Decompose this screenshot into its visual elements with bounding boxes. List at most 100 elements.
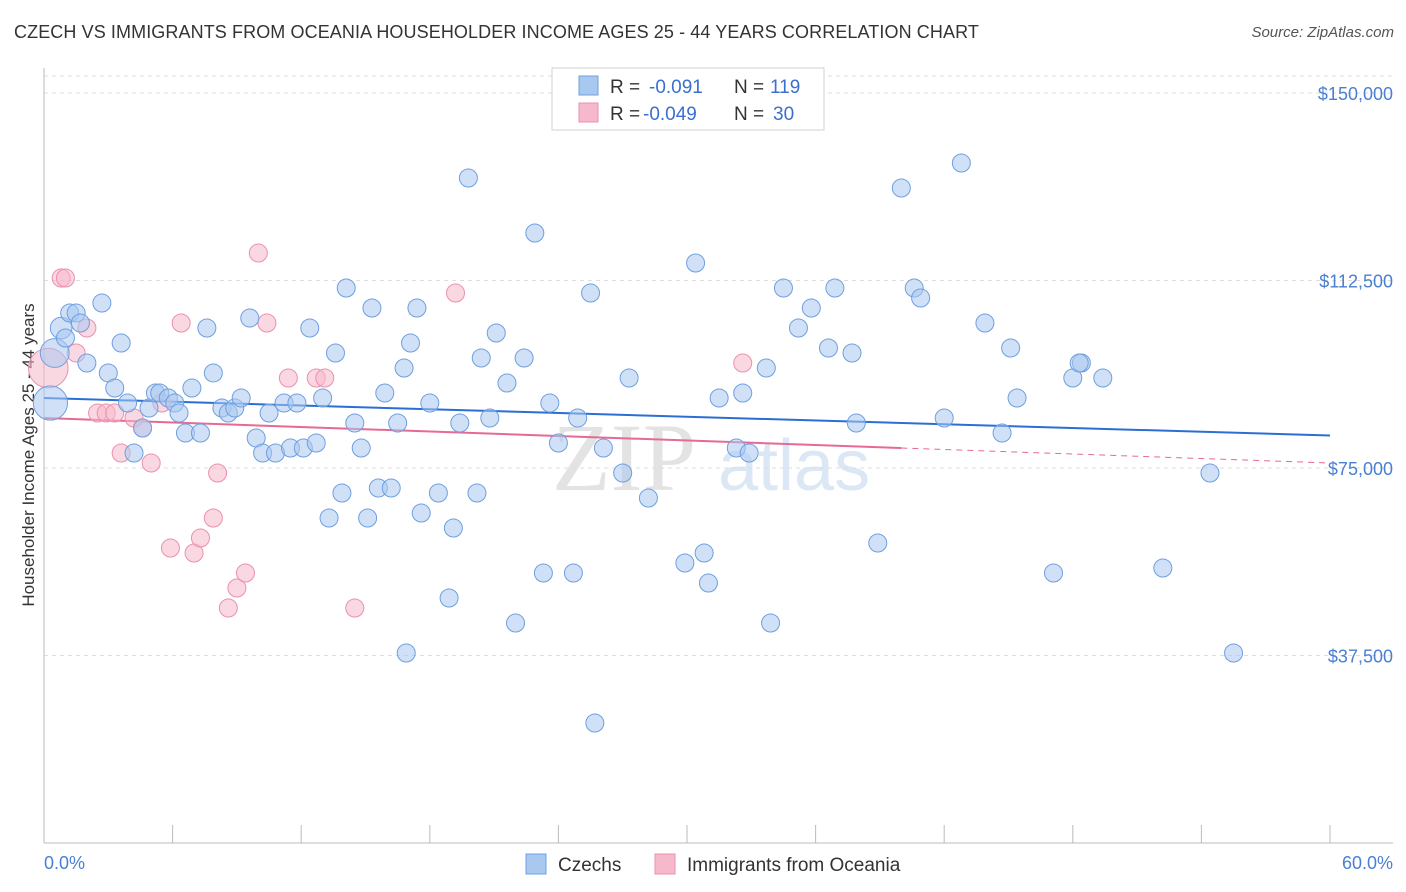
oceania-point <box>218 598 238 618</box>
czech-point <box>394 358 414 378</box>
czech-point <box>471 348 491 368</box>
legend-box: R = -0.091 N = 119 R = -0.049 N = 30 <box>551 67 825 131</box>
trend-line-0 <box>43 397 1331 437</box>
czech-point <box>694 543 714 563</box>
czech-point <box>739 443 759 463</box>
legend-czech-r-value: -0.091 <box>649 77 703 98</box>
czech-point <box>133 418 153 438</box>
czech-point <box>203 363 223 383</box>
czech-point <box>401 333 421 353</box>
oceania-point <box>248 243 268 263</box>
watermark-atlas: atlas <box>718 426 870 506</box>
legend-oceania-swatch <box>578 102 599 123</box>
legend-oceania-r-label: R = <box>610 104 640 125</box>
bottom-legend-oceania-label: Immigrants from Oceania <box>687 855 901 876</box>
czech-point <box>240 308 260 328</box>
czech-point <box>698 573 718 593</box>
czech-point <box>675 553 695 573</box>
czech-point <box>533 563 553 583</box>
axes <box>43 68 1393 844</box>
oceania-point <box>208 463 228 483</box>
czech-point <box>581 283 601 303</box>
source-label: Source: ZipAtlas.com <box>1251 24 1394 41</box>
czech-point <box>197 318 217 338</box>
czech-point <box>593 438 613 458</box>
bottom-legend-oceania-swatch <box>654 853 676 875</box>
czech-point <box>458 168 478 188</box>
czech-point <box>568 408 588 428</box>
czech-point <box>32 385 69 421</box>
czech-point <box>381 478 401 498</box>
czech-point <box>118 393 138 413</box>
czech-point <box>686 253 706 273</box>
czech-point <box>111 333 131 353</box>
czech-point <box>443 518 463 538</box>
czech-point <box>773 278 793 298</box>
czech-point <box>540 393 560 413</box>
czech-point <box>345 413 365 433</box>
czech-point <box>190 423 210 443</box>
czech-point <box>1001 338 1021 358</box>
oceania-point <box>278 368 298 388</box>
czech-point <box>313 388 333 408</box>
y-axis-title: Householder Income Ages 25 - 44 years <box>19 303 38 606</box>
czech-point <box>1224 643 1244 663</box>
czech-point <box>169 403 189 423</box>
czech-point <box>975 313 995 333</box>
czech-point <box>306 433 326 453</box>
czech-point <box>756 358 776 378</box>
oceania-point <box>203 508 223 528</box>
czech-point <box>105 378 125 398</box>
oceania-point <box>446 283 466 303</box>
czech-point <box>818 338 838 358</box>
oceania-point <box>733 353 753 373</box>
czech-point <box>375 383 395 403</box>
czech-point <box>638 488 658 508</box>
oceania-point <box>235 563 255 583</box>
czech-point <box>733 383 753 403</box>
czech-point <box>325 343 345 363</box>
czech-point <box>1093 368 1113 388</box>
chart-title: CZECH VS IMMIGRANTS FROM OCEANIA HOUSEHO… <box>14 22 979 42</box>
czech-point <box>486 323 506 343</box>
czech-point <box>613 463 633 483</box>
bottom-legend-czech-swatch <box>525 853 547 875</box>
czech-point <box>358 508 378 528</box>
x-tick-label-left: 0.0% <box>44 853 85 873</box>
bottom-legend: Czechs Immigrants from Oceania <box>525 853 901 876</box>
oceania-point <box>160 538 180 558</box>
legend-czech-n-value: 119 <box>770 77 800 98</box>
czech-points <box>32 153 1244 733</box>
czech-point <box>231 388 251 408</box>
czech-point <box>1044 563 1064 583</box>
czech-point <box>420 393 440 413</box>
czech-point <box>1069 353 1089 373</box>
czech-point <box>1153 558 1173 578</box>
czech-point <box>1007 388 1027 408</box>
czech-point <box>467 483 487 503</box>
czech-point <box>439 588 459 608</box>
czech-point <box>77 353 97 373</box>
czech-point <box>563 563 583 583</box>
czech-point <box>992 423 1012 443</box>
czech-point <box>182 378 202 398</box>
czech-point <box>842 343 862 363</box>
czech-point <box>259 403 279 423</box>
legend-czech-r-label: R = <box>610 77 640 98</box>
oceania-point <box>190 528 210 548</box>
oceania-point <box>171 313 191 333</box>
czech-point <box>362 298 382 318</box>
legend-oceania-n-value: 30 <box>773 104 794 125</box>
czech-point <box>506 613 526 633</box>
czech-point <box>92 293 112 313</box>
czech-point <box>480 408 500 428</box>
czech-point <box>396 643 416 663</box>
czech-point <box>825 278 845 298</box>
czech-point <box>868 533 888 553</box>
czech-point <box>336 278 356 298</box>
czech-point <box>525 223 545 243</box>
trend-lines <box>43 397 1331 464</box>
legend-oceania-n-label: N = <box>734 104 764 125</box>
czech-point <box>319 508 339 528</box>
